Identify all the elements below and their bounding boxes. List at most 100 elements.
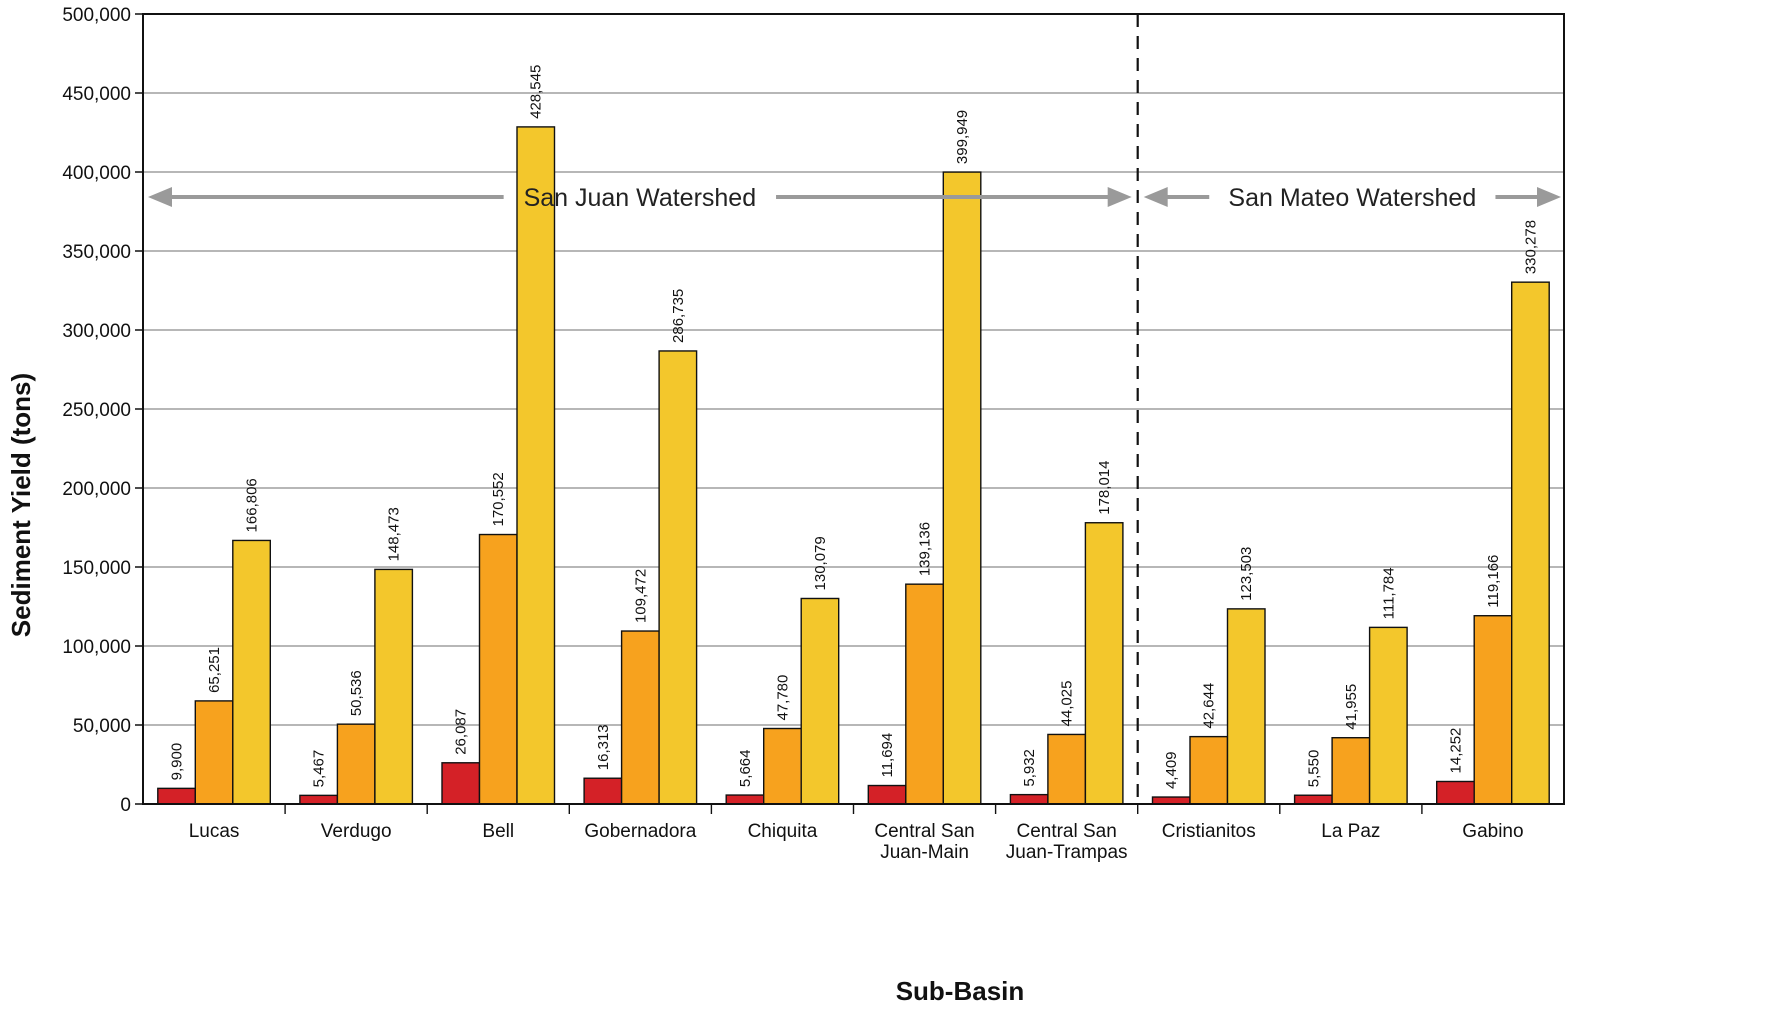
bar [1151,796,1191,805]
bar [516,126,556,805]
data-label: 47,780 [774,675,791,721]
data-label: 139,136 [917,522,934,576]
category-label-line: Gobernadora [584,821,696,842]
x-axis-title: Sub-Basin [896,976,1025,1006]
bar [800,597,840,805]
y-axis-title: Sediment Yield (tons) [6,373,36,637]
data-label: 16,313 [595,724,612,770]
bar [620,630,660,805]
axes: 0 50,000 100,000 150,000 200,000 250,000 300,0… [62,5,1565,863]
data-label: 14,252 [1447,728,1464,774]
plot-frame [142,13,1565,805]
bar [194,700,234,805]
category-label-line: Lucas [189,821,240,842]
bar [763,727,802,805]
y-tick-label: 50,000 [73,716,131,737]
bar [374,568,414,805]
y-tick-label: 0 [120,795,131,816]
category-label: Bell [482,821,514,842]
data-label: 119,166 [1485,555,1502,608]
bar [1226,608,1266,805]
category-label: Lucas [189,821,240,842]
bar [1189,735,1229,805]
data-label: 109,472 [632,569,649,623]
data-label: 5,550 [1305,750,1322,788]
category-label-line: Juan-Trampas [1006,842,1128,863]
data-label: 123,503 [1238,547,1255,601]
bar [157,787,197,805]
data-label: 148,473 [386,507,403,561]
data-label: 5,932 [1021,749,1038,787]
bar [942,171,982,805]
bar [1331,737,1371,805]
bar [1009,793,1049,805]
category-label-line: Central San [1016,821,1116,842]
bar [905,583,944,805]
y-tick-label: 150,000 [62,558,131,579]
data-label: 50,536 [348,670,365,716]
y-tick-label: 500,000 [62,5,131,26]
bar [1047,733,1087,805]
category-label: Gabino [1462,821,1523,842]
category-label-line: Gabino [1462,821,1523,842]
category-label: Central San Juan-Trampas [1006,821,1128,863]
data-label: 5,467 [311,750,328,788]
y-tick-label: 200,000 [62,479,131,500]
bar [441,762,481,805]
bar [232,539,272,805]
data-label: 42,644 [1201,683,1218,729]
category-label-line: Chiquita [748,821,818,842]
bar [1293,794,1333,805]
category-label-line: Juan-Main [880,842,969,863]
data-label: 4,409 [1163,751,1180,789]
bar [1473,615,1513,805]
category-label: Verdugo [321,821,392,842]
y-tick-label: 300,000 [62,321,131,342]
watershed-label: San Mateo Watershed [1228,184,1476,212]
category-label-line: Cristianitos [1162,821,1256,842]
y-tick-label: 450,000 [62,84,131,105]
category-label-line: Central San [874,821,974,842]
data-label: 286,735 [670,289,687,343]
category-label: Cristianitos [1162,821,1256,842]
data-label: 65,251 [206,647,223,693]
bar [1084,522,1124,805]
bar [583,777,623,805]
bar [1510,281,1550,805]
arrowhead-right [1107,187,1132,207]
data-label: 5,664 [737,750,754,788]
data-label: 41,955 [1343,684,1360,730]
data-label: 9,900 [169,743,186,781]
category-label: Central San Juan-Main [874,821,974,863]
y-tick-label: 400,000 [62,163,131,184]
arrowhead-left [1143,187,1168,207]
bars [157,126,1550,805]
y-tick-label: 350,000 [62,242,131,263]
data-label: 44,025 [1059,681,1076,727]
data-label: 170,552 [490,472,507,526]
bar [658,350,698,805]
data-label: 111,784 [1380,567,1397,619]
arrowhead-left [148,187,172,207]
bar [867,784,907,805]
arrowhead-right [1537,187,1561,207]
data-label: 399,949 [954,110,971,164]
category-label-line: Bell [482,821,514,842]
category-label-line: Verdugo [321,821,392,842]
data-labels: 9,900 65,251 166,806 5,467 50,536 148,473 26,0… [169,65,1540,789]
category-label: Gobernadora [584,821,696,842]
category-label: Chiquita [748,821,818,842]
data-label: 26,087 [453,709,470,755]
watershed-label: San Juan Watershed [524,184,757,212]
data-label: 130,079 [812,536,829,590]
data-label: 428,545 [528,65,545,119]
bar [1368,626,1408,805]
y-tick-label: 100,000 [62,637,131,658]
bar [725,794,765,805]
watershed-annotations: San Juan Watershed San Mateo Watershed [148,14,1561,804]
bar [478,533,518,805]
category-label-line: La Paz [1321,821,1380,842]
y-tick-label: 250,000 [62,400,131,421]
data-label: 11,694 [879,733,896,778]
